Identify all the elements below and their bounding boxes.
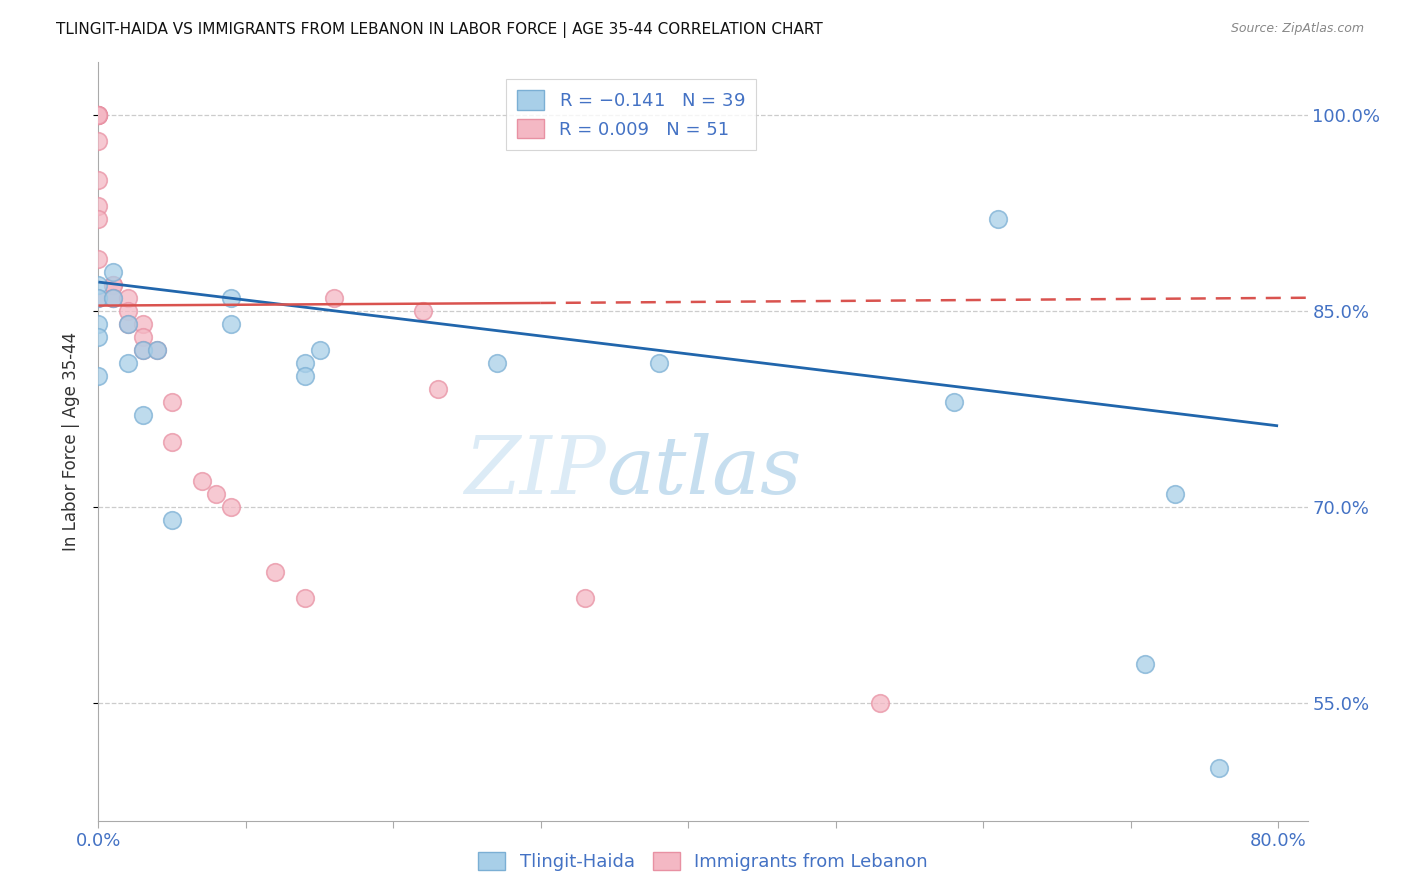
Point <box>987 212 1010 227</box>
Point <box>1135 657 1157 671</box>
Point <box>426 382 449 396</box>
Point <box>117 303 139 318</box>
Point <box>87 108 110 122</box>
Point <box>101 291 124 305</box>
Point <box>87 317 110 331</box>
Point <box>219 500 242 514</box>
Point <box>87 108 110 122</box>
Point <box>87 108 110 122</box>
Point <box>205 487 228 501</box>
Point <box>869 696 891 710</box>
Y-axis label: In Labor Force | Age 35-44: In Labor Force | Age 35-44 <box>62 332 80 551</box>
Point <box>219 291 242 305</box>
Point <box>294 369 316 384</box>
Point <box>323 291 346 305</box>
Point <box>648 356 671 370</box>
Point <box>146 343 169 357</box>
Point <box>146 343 169 357</box>
Point <box>101 291 124 305</box>
Point <box>942 395 965 409</box>
Point <box>219 317 242 331</box>
Point <box>574 591 596 606</box>
Legend: R = $-$0.141   N = 39, R = 0.009   N = 51: R = $-$0.141 N = 39, R = 0.009 N = 51 <box>506 79 756 150</box>
Point <box>131 330 153 344</box>
Point <box>87 108 110 122</box>
Point <box>190 474 212 488</box>
Point <box>412 303 434 318</box>
Point <box>1164 487 1187 501</box>
Point <box>485 356 508 370</box>
Point <box>87 291 110 305</box>
Text: TLINGIT-HAIDA VS IMMIGRANTS FROM LEBANON IN LABOR FORCE | AGE 35-44 CORRELATION : TLINGIT-HAIDA VS IMMIGRANTS FROM LEBANON… <box>56 22 823 38</box>
Point <box>131 343 153 357</box>
Point <box>160 434 183 449</box>
Point <box>264 566 287 580</box>
Point <box>131 409 153 423</box>
Point <box>117 291 139 305</box>
Point <box>101 277 124 292</box>
Point <box>294 356 316 370</box>
Text: Source: ZipAtlas.com: Source: ZipAtlas.com <box>1230 22 1364 36</box>
Point <box>101 291 124 305</box>
Point <box>294 591 316 606</box>
Point <box>87 330 110 344</box>
Point <box>308 343 330 357</box>
Point <box>87 252 110 266</box>
Point <box>87 369 110 384</box>
Point <box>87 291 110 305</box>
Point <box>117 317 139 331</box>
Point <box>1208 761 1230 775</box>
Point <box>101 277 124 292</box>
Point <box>117 317 139 331</box>
Point <box>160 395 183 409</box>
Point <box>160 513 183 527</box>
Point <box>87 108 110 122</box>
Text: ZIP: ZIP <box>464 434 606 510</box>
Point <box>117 356 139 370</box>
Point <box>101 264 124 278</box>
Text: atlas: atlas <box>606 434 801 510</box>
Point <box>87 173 110 187</box>
Point <box>87 277 110 292</box>
Point <box>87 199 110 213</box>
Legend: Tlingit-Haida, Immigrants from Lebanon: Tlingit-Haida, Immigrants from Lebanon <box>471 845 935 879</box>
Point <box>87 212 110 227</box>
Point <box>131 317 153 331</box>
Point <box>87 134 110 148</box>
Point <box>131 343 153 357</box>
